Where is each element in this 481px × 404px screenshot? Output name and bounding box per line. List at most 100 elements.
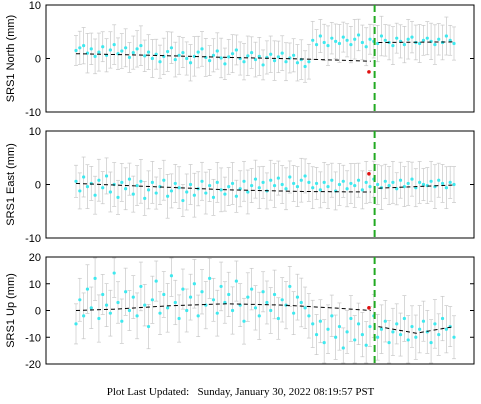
data-point-east — [124, 187, 128, 191]
data-point-east — [425, 183, 429, 188]
data-point-east — [230, 181, 235, 186]
data-point-east — [292, 181, 296, 186]
data-point-up — [104, 303, 109, 307]
data-point-east — [387, 183, 391, 188]
ylabel-east: SRS1 East (mm) — [5, 143, 17, 226]
model-line-pre-east — [75, 182, 371, 193]
data-point-up — [383, 319, 387, 323]
data-point-north — [112, 42, 116, 47]
data-point-east — [150, 180, 154, 184]
data-point-east — [383, 179, 387, 183]
data-point-east — [101, 186, 105, 190]
data-point-north — [272, 59, 277, 63]
data-point-east — [452, 182, 456, 187]
data-point-north — [421, 38, 426, 42]
data-point-east — [349, 181, 353, 186]
data-point-up — [253, 306, 258, 310]
data-point-up — [349, 316, 353, 321]
highlight-point-up — [367, 306, 371, 310]
data-point-east — [341, 179, 345, 183]
data-point-east — [410, 177, 414, 181]
data-point-north — [158, 60, 162, 64]
data-point-north — [379, 34, 384, 38]
ytick-label-east: 10 — [29, 126, 41, 138]
data-point-east — [143, 196, 147, 201]
data-point-east — [429, 179, 433, 183]
data-point-up — [250, 287, 254, 291]
data-point-east — [181, 198, 185, 203]
data-point-north — [188, 61, 193, 65]
data-point-north — [250, 51, 254, 55]
data-point-east — [257, 186, 261, 190]
data-point-up — [295, 295, 300, 299]
data-point-north — [433, 42, 437, 47]
data-point-north — [146, 50, 151, 54]
data-point-east — [234, 194, 238, 198]
data-point-north — [425, 36, 429, 40]
data-point-east — [418, 180, 422, 184]
data-point-north — [131, 51, 135, 55]
data-point-east — [177, 186, 181, 190]
data-point-north — [276, 55, 280, 59]
ylabel-up: SRS1 Up (mm) — [5, 273, 17, 348]
data-point-up — [376, 335, 380, 339]
data-point-east — [276, 176, 280, 180]
data-point-up — [223, 300, 227, 305]
data-point-east — [303, 174, 307, 178]
data-point-north — [311, 38, 315, 42]
data-point-east — [284, 187, 288, 191]
data-point-up — [234, 279, 238, 283]
data-point-up — [418, 327, 422, 331]
data-point-north — [318, 34, 322, 38]
data-point-up — [242, 319, 246, 323]
data-point-up — [334, 335, 338, 339]
data-point-east — [314, 181, 319, 186]
data-point-east — [368, 185, 372, 189]
data-point-east — [376, 182, 380, 187]
data-point-north — [200, 47, 204, 51]
data-point-up — [112, 271, 116, 275]
model-line-pre-north — [75, 53, 371, 62]
data-point-up — [246, 295, 250, 299]
data-point-north — [402, 42, 406, 47]
data-point-up — [230, 308, 235, 313]
data-point-up — [360, 332, 364, 337]
data-point-up — [330, 314, 334, 318]
data-point-up — [356, 322, 361, 326]
data-point-north — [444, 34, 448, 38]
data-point-east — [162, 178, 166, 182]
data-point-east — [330, 178, 334, 182]
data-point-north — [74, 48, 78, 53]
data-point-north — [330, 36, 334, 40]
data-point-north — [124, 46, 128, 50]
data-point-up — [299, 300, 303, 305]
data-point-up — [89, 306, 93, 310]
data-point-east — [269, 178, 273, 182]
data-point-up — [166, 306, 170, 310]
data-point-up — [97, 316, 101, 321]
data-point-up — [406, 338, 410, 342]
data-point-north — [295, 61, 300, 65]
data-point-east — [364, 180, 368, 184]
data-point-north — [448, 38, 452, 42]
data-point-east — [402, 185, 406, 189]
data-point-north — [78, 46, 82, 50]
data-point-up — [437, 332, 441, 337]
data-point-north — [208, 59, 212, 63]
data-point-east — [440, 181, 445, 186]
data-point-east — [261, 180, 265, 184]
data-point-up — [74, 322, 78, 326]
data-point-north — [292, 53, 296, 57]
data-point-north — [261, 63, 265, 67]
ytick-label-up: 20 — [29, 252, 41, 264]
data-point-up — [192, 282, 196, 286]
data-point-up — [395, 322, 399, 326]
data-point-north — [185, 56, 189, 61]
data-point-east — [242, 179, 246, 183]
data-point-east — [295, 185, 300, 189]
data-point-up — [307, 314, 311, 318]
data-point-north — [211, 53, 216, 57]
data-point-east — [391, 180, 395, 184]
data-point-north — [127, 55, 132, 60]
data-point-east — [131, 192, 135, 196]
